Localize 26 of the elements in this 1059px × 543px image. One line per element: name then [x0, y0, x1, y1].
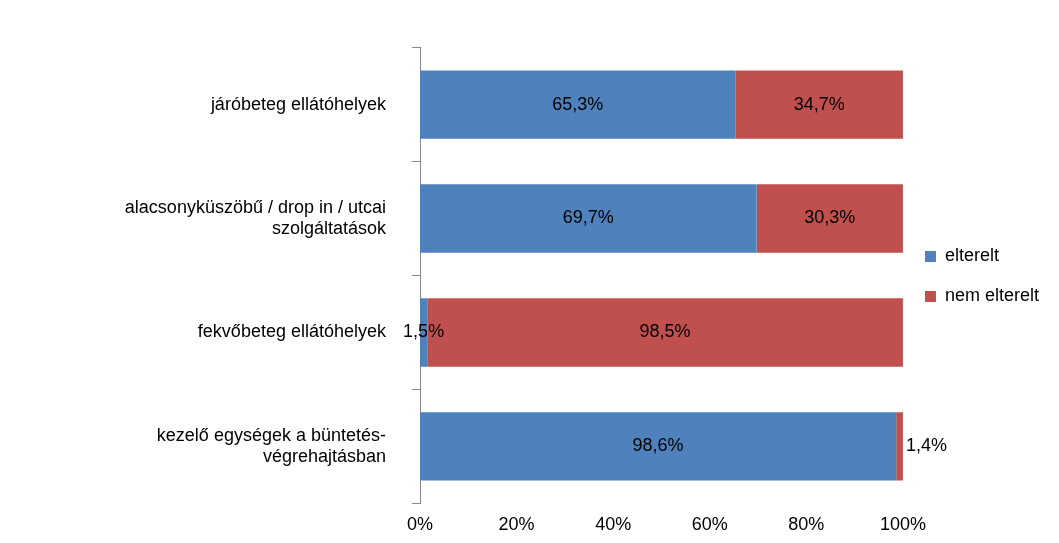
x-tick-label: 0% — [406, 514, 434, 535]
bar — [420, 412, 897, 481]
data-label: 1,4% — [905, 435, 947, 456]
y-tick-label: alacsonyküszöbű / drop in / utcai szolgáltatások — [124, 196, 387, 239]
bar — [420, 70, 736, 139]
data-label: 98,6% — [632, 435, 684, 456]
x-tick-label: 80% — [788, 514, 825, 535]
bar — [756, 184, 903, 253]
bar — [420, 184, 757, 253]
data-label: 69,7% — [562, 207, 614, 228]
y-tick-label: fekvőbeteg ellátóhelyek — [197, 321, 387, 342]
y-tick-label: kezelő egységek a büntetés- végrehajtásban — [156, 424, 386, 467]
bar — [896, 412, 903, 481]
y-tick-label: járóbeteg ellátóhelyek — [209, 93, 387, 114]
data-label: 1,5% — [403, 321, 445, 342]
data-label: 34,7% — [793, 93, 845, 114]
x-tick-label: 40% — [595, 514, 632, 535]
data-label: 98,5% — [639, 321, 691, 342]
legend-label: nem elterelt — [944, 285, 1039, 306]
legend-label: elterelt — [944, 245, 999, 266]
data-label: 30,3% — [804, 207, 856, 228]
bar — [735, 70, 903, 139]
x-tick-label: 60% — [691, 514, 728, 535]
x-tick-label: 20% — [498, 514, 535, 535]
x-tick-label: 100% — [879, 514, 926, 535]
data-label: 65,3% — [552, 93, 604, 114]
